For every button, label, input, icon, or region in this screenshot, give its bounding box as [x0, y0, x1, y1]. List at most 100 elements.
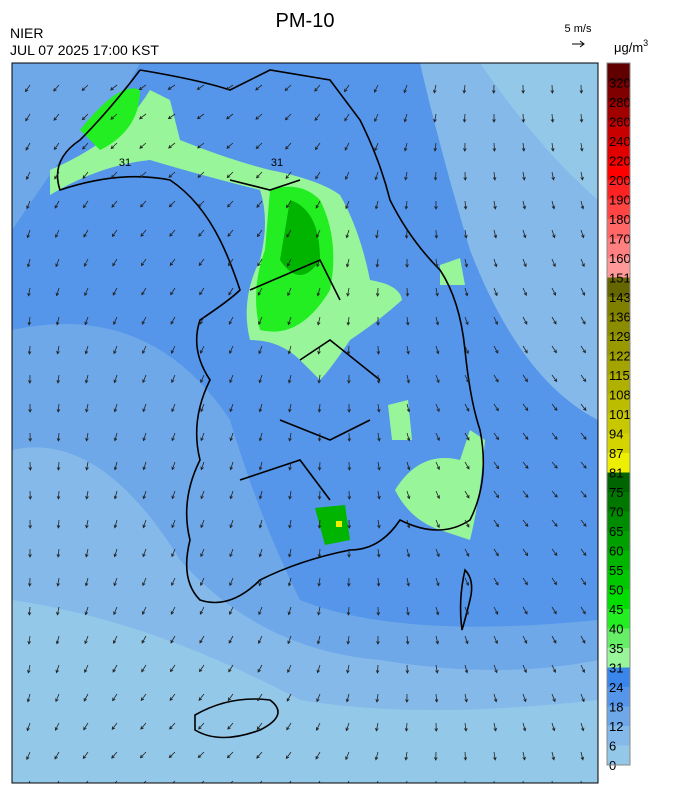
colorbar-label: 50 — [609, 583, 623, 598]
wind-arrow — [550, 84, 555, 94]
wind-arrow — [375, 229, 379, 239]
wind-arrow — [315, 722, 321, 731]
wind-arrow — [464, 519, 470, 528]
wind-arrow — [404, 229, 409, 239]
colorbar-label: 94 — [609, 427, 623, 442]
wind-arrow — [433, 84, 437, 94]
wind-arrow — [288, 519, 292, 529]
wind-arrow — [579, 84, 584, 94]
colorbar-box — [607, 726, 630, 746]
wind-arrow — [434, 258, 439, 268]
wind-arrow — [199, 664, 205, 673]
wind-arrow — [288, 432, 292, 442]
colorbar-box — [607, 414, 630, 434]
wind-arrow — [139, 142, 147, 149]
wind-arrow — [521, 84, 525, 94]
wind-arrow — [403, 113, 408, 123]
wind-arrow — [317, 548, 322, 558]
wind-arrow — [113, 490, 118, 500]
wind-arrow — [551, 432, 558, 440]
wind-arrow — [435, 577, 440, 587]
wind-arrow — [56, 461, 61, 471]
wind-arrow — [199, 316, 205, 325]
wind-arrow — [434, 751, 438, 761]
wind-arrow — [167, 113, 176, 120]
wind-arrow — [406, 606, 410, 616]
wind-arrow — [522, 780, 524, 783]
wind-arrow — [345, 229, 350, 239]
wind-arrow — [288, 548, 292, 558]
wind-arrow — [28, 432, 32, 442]
wind-arrow — [493, 751, 497, 761]
wind-arrow — [85, 403, 89, 413]
wind-arrow — [257, 258, 263, 267]
wind-arrow — [113, 374, 118, 384]
wind-arrow — [435, 461, 440, 471]
wind-arrow — [54, 722, 60, 731]
wind-arrow — [406, 432, 411, 442]
wind-arrow — [55, 664, 60, 674]
wind-arrow — [229, 403, 234, 413]
wind-arrow — [200, 519, 205, 529]
wind-arrow — [229, 519, 234, 529]
map-frame — [11, 62, 599, 784]
wind-arrow — [83, 722, 89, 731]
wind-arrow — [57, 780, 60, 783]
wind-arrow — [140, 258, 147, 267]
wind-arrow — [551, 345, 557, 354]
colorbar-box — [607, 394, 630, 414]
wind-arrow — [113, 606, 118, 616]
wind-arrow — [255, 84, 263, 91]
wind-arrow — [287, 664, 292, 674]
wind-arrow — [493, 577, 499, 586]
wind-arrow — [435, 316, 440, 326]
wind-arrow — [551, 490, 558, 498]
wind-arrow — [493, 200, 497, 210]
wind-arrow — [434, 693, 439, 703]
wind-arrow — [580, 751, 585, 761]
wind-arrow — [139, 171, 147, 179]
title: PM-10 — [276, 10, 335, 32]
wind-arrow — [493, 519, 499, 528]
wind-arrow — [374, 142, 379, 152]
wind-arrow — [287, 316, 292, 326]
colorbar-box — [607, 745, 630, 765]
wind-arrow — [347, 432, 352, 442]
wind-arrow — [346, 287, 350, 297]
wind-arrow — [26, 200, 31, 210]
wind-arrow — [493, 229, 498, 239]
wind-arrow — [229, 577, 234, 587]
colorbar-box — [607, 219, 630, 239]
wind-arrow — [112, 664, 118, 673]
wind-arrow — [317, 519, 322, 529]
colorbar-box — [607, 667, 630, 687]
wind-arrow — [464, 461, 470, 470]
wind-arrow — [462, 113, 467, 123]
wind-arrow — [287, 287, 292, 297]
wind-arrow — [316, 693, 321, 703]
wind-arrow — [463, 142, 467, 152]
wind-arrow — [406, 519, 411, 529]
wind-arrow — [229, 345, 234, 355]
wind-arrow — [316, 316, 321, 326]
wind-arrow — [198, 258, 205, 267]
colorbar-label: 115 — [609, 368, 630, 383]
wind-arrow — [580, 200, 585, 210]
wind-arrow — [169, 722, 176, 730]
wind-arrow — [85, 519, 89, 529]
wind-arrow — [84, 287, 89, 297]
wind-arrow — [54, 200, 60, 209]
wind-arrow — [28, 461, 33, 471]
wind-arrow — [228, 606, 234, 615]
wind-arrow — [580, 606, 586, 615]
wind-arrow — [404, 751, 408, 761]
wind-arrow — [463, 751, 468, 761]
wind-arrow — [198, 722, 205, 730]
wind-arrow — [142, 548, 147, 558]
wind-arrow — [493, 345, 499, 354]
wind-arrow — [435, 780, 437, 783]
wind-arrow — [258, 403, 263, 413]
wind-arrow — [28, 780, 31, 783]
wind-arrow — [113, 345, 118, 355]
